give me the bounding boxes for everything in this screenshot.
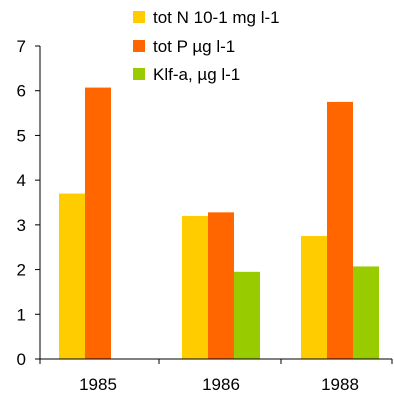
x-tick-label: 1985 [79, 375, 117, 394]
bar-1-1986 [182, 215, 208, 359]
legend: tot N 10-1 mg l-1 tot P µg l-1 Klf-a, µg l… [133, 8, 280, 84]
bar-1-1985 [59, 193, 85, 359]
y-tick-label: 2 [17, 261, 26, 280]
bar-2-1985 [85, 87, 111, 359]
y-tick-label: 3 [17, 216, 26, 235]
legend-label-2: tot P µg l-1 [153, 37, 235, 56]
bar-2-1988 [327, 101, 353, 360]
y-tick-label: 0 [17, 350, 26, 369]
x-tick-label: 1988 [321, 375, 359, 394]
bar-3-1988 [353, 266, 379, 359]
bar-3-1986 [234, 271, 260, 359]
y-tick-label: 7 [17, 37, 26, 56]
y-tick-label: 6 [17, 82, 26, 101]
y-tick-label: 4 [17, 171, 26, 190]
bar-1-1988 [301, 236, 327, 359]
legend-swatch-3 [133, 68, 145, 80]
legend-label-3: Klf-a, µg l-1 [153, 65, 240, 84]
axes: 0 1 2 3 4 5 6 7 1985 1986 1988 [17, 37, 393, 394]
legend-label-1: tot N 10-1 mg l-1 [153, 8, 280, 27]
bars [59, 87, 379, 360]
legend-swatch-2 [133, 40, 145, 52]
y-tick-label: 1 [17, 305, 26, 324]
legend-swatch-1 [133, 11, 145, 23]
bar-2-1986 [208, 212, 234, 359]
x-tick-label: 1986 [202, 375, 240, 394]
y-tick-label: 5 [17, 126, 26, 145]
